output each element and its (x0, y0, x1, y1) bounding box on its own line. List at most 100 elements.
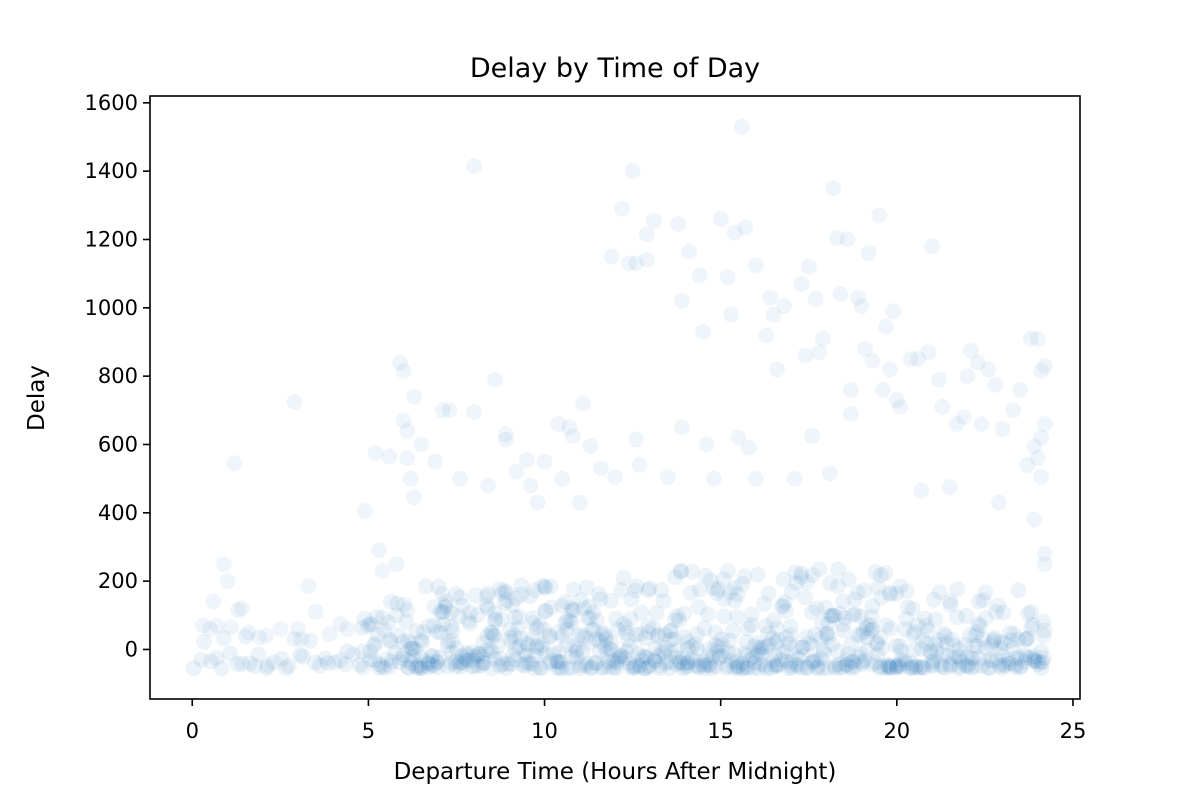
scatter-point-dense (948, 648, 966, 665)
scatter-point-dense (617, 624, 635, 641)
scatter-point (367, 444, 384, 462)
scatter-point-dense (810, 560, 828, 578)
scatter-point-dense (478, 642, 495, 659)
scatter-point-dense (858, 641, 876, 659)
scatter-point-dense (353, 619, 371, 637)
scatter-point-dense (636, 629, 654, 647)
scatter-point-dense (390, 627, 407, 644)
scatter-point (832, 285, 849, 303)
scatter-point-dense (846, 605, 864, 623)
scatter-point-dense (713, 630, 730, 648)
scatter-point-dense (930, 632, 947, 649)
scatter-point (923, 238, 941, 255)
scatter-point-dense (460, 652, 477, 669)
scatter-point (638, 251, 656, 269)
scatter-point-dense (585, 621, 602, 639)
scatter-point-dense (837, 657, 855, 674)
scatter-point-dense (576, 628, 594, 646)
scatter-point-dense (599, 653, 617, 671)
scatter-point (1029, 330, 1047, 347)
scatter-point-dense (716, 590, 733, 608)
scatter-point (624, 162, 641, 180)
scatter-point-dense (424, 647, 442, 665)
scatter-point-dense (1002, 632, 1020, 649)
scatter-point-dense (725, 645, 743, 663)
scatter-point-dense (897, 655, 914, 672)
scatter-point-dense (826, 659, 844, 677)
scatter-point-dense (265, 654, 283, 671)
scatter-point-dense (773, 598, 790, 615)
scatter-point-dense (923, 653, 941, 671)
scatter-point (800, 258, 818, 276)
scatter-point (451, 470, 469, 487)
scatter-point-dense (989, 597, 1007, 614)
scatter-point-dense (742, 616, 760, 634)
scatter-point-dense (707, 636, 724, 654)
scatter-point-dense (534, 577, 551, 594)
scatter-point-dense (464, 652, 482, 669)
scatter-point-dense (1035, 627, 1052, 644)
scatter-point (370, 542, 388, 559)
scatter-point (962, 342, 980, 359)
scatter-point-dense (853, 655, 871, 673)
scatter-point-dense (430, 578, 447, 596)
scatter-point-dense (933, 658, 951, 675)
scatter-point-dense (1024, 616, 1042, 633)
scatter-point-dense (442, 604, 460, 621)
scatter-point-dense (658, 654, 675, 672)
scatter-point-dense (532, 640, 550, 657)
scatter-point (920, 343, 937, 361)
scatter-point-dense (527, 647, 545, 665)
scatter-point-dense (876, 659, 894, 676)
scatter-point-dense (400, 659, 417, 676)
scatter-point-dense (655, 644, 673, 662)
scatter-point-dense (388, 606, 405, 624)
scatter-point-dense (682, 584, 699, 602)
scatter-point-dense (1016, 652, 1033, 670)
scatter-point-dense (403, 654, 420, 672)
scatter-point-dense (987, 603, 1005, 621)
scatter-point-dense (512, 577, 530, 594)
scatter-point-dense (819, 628, 837, 646)
scatter-point (930, 371, 948, 388)
scatter-point-dense (818, 625, 836, 643)
scatter-point-dense (526, 659, 543, 677)
scatter-point-dense (1032, 653, 1049, 671)
scatter-point-dense (565, 580, 582, 598)
scatter-point-dense (980, 659, 997, 676)
scatter-point-dense (213, 659, 230, 677)
scatter-point-dense (575, 599, 593, 617)
scatter-point-dense (237, 627, 255, 645)
scatter-point-dense (690, 657, 708, 675)
scatter-point-dense (461, 604, 479, 621)
scatter-point (856, 340, 874, 358)
scatter-point (881, 361, 899, 378)
scatter-point-dense (749, 566, 767, 583)
scatter-point-dense (608, 659, 625, 676)
scatter-point-dense (650, 626, 667, 644)
scatter-point-dense (662, 644, 679, 661)
scatter-point-dense (640, 623, 657, 641)
scatter-point-dense (381, 631, 398, 649)
scatter-point (627, 431, 645, 448)
scatter-point-dense (689, 659, 707, 676)
scatter-point-dense (958, 648, 976, 666)
scatter-point-dense (924, 657, 941, 675)
scatter-point-dense (687, 657, 704, 674)
scatter-point-dense (581, 634, 598, 651)
scatter-point (747, 470, 765, 487)
scatter-point-dense (493, 584, 511, 602)
scatter-point-dense (636, 648, 653, 666)
scatter-point-dense (1009, 631, 1027, 648)
scatter-point-dense (507, 590, 524, 607)
scatter-point (571, 494, 589, 511)
scatter-point-dense (294, 648, 312, 666)
scatter-point-dense (496, 582, 514, 599)
scatter-point-dense (974, 630, 992, 648)
scatter-point-dense (729, 659, 746, 676)
scatter-point-dense (375, 621, 393, 639)
scatter-point-dense (506, 627, 523, 644)
scatter-point-dense (491, 657, 508, 675)
scatter-point-dense (992, 640, 1009, 657)
